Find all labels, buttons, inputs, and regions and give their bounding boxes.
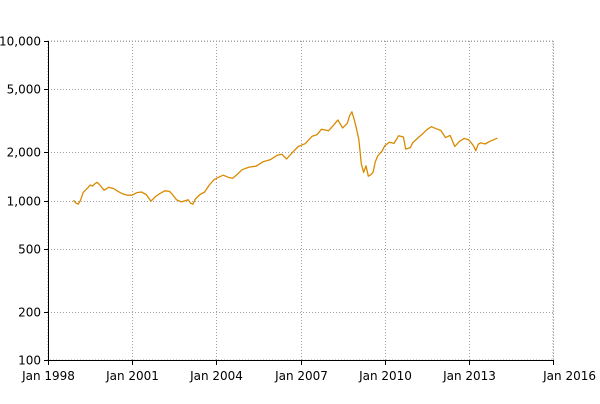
- x-tick-label: Jan 2013: [442, 369, 496, 383]
- y-tick-label: 5,000: [7, 83, 41, 97]
- tick-labels: 100 200 500 1,000 2,000 5,000 10,000 Jan 1998 Ja…: [0, 35, 596, 384]
- y-tick-label: 2,000: [7, 146, 41, 160]
- x-tick-label: Jan 2001: [105, 369, 159, 383]
- y-tick-label: 10,000: [0, 35, 41, 49]
- x-tick-label: Jan 2016: [542, 369, 596, 383]
- x-tick-label: Jan 2004: [189, 369, 243, 383]
- y-tick-label: 200: [18, 306, 41, 320]
- x-tick-label: Jan 1998: [21, 369, 75, 383]
- series-line: [73, 111, 498, 205]
- y-tick-label: 500: [18, 243, 41, 257]
- x-tick-label: Jan 2010: [358, 369, 412, 383]
- x-tick-label: Jan 2007: [274, 369, 328, 383]
- series-layer: [73, 111, 498, 205]
- y-tick-label: 100: [18, 354, 41, 368]
- y-tick-label: 1,000: [7, 195, 41, 209]
- axis-layer: [44, 41, 554, 365]
